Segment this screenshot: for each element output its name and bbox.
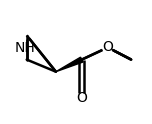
Circle shape xyxy=(102,42,114,53)
Text: O: O xyxy=(76,91,87,105)
Text: NH: NH xyxy=(15,41,36,55)
Polygon shape xyxy=(56,57,83,72)
Text: O: O xyxy=(102,40,113,54)
Circle shape xyxy=(23,32,31,39)
